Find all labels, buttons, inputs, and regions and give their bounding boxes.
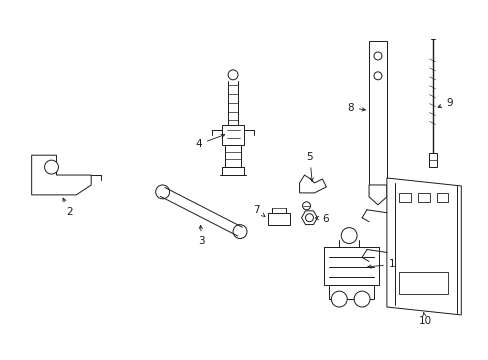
Polygon shape (386, 178, 460, 315)
Circle shape (302, 202, 310, 210)
Polygon shape (32, 155, 91, 195)
Text: 5: 5 (306, 152, 313, 181)
Text: 2: 2 (63, 198, 73, 217)
Bar (368, 41, 386, 185)
Polygon shape (328, 285, 373, 299)
Text: 10: 10 (418, 313, 431, 326)
Bar (222, 125, 244, 145)
Circle shape (331, 291, 346, 307)
Text: 7: 7 (252, 205, 264, 216)
Text: 1: 1 (367, 259, 395, 269)
Text: 4: 4 (195, 134, 224, 149)
Polygon shape (301, 211, 317, 225)
Circle shape (228, 70, 238, 80)
Circle shape (44, 160, 59, 174)
Circle shape (305, 214, 313, 222)
Bar (427, 153, 436, 167)
Polygon shape (368, 185, 386, 205)
Bar (436, 193, 447, 202)
Bar (224, 145, 241, 167)
Circle shape (353, 291, 369, 307)
Bar (267, 213, 289, 225)
Text: 8: 8 (346, 103, 365, 113)
Text: 9: 9 (437, 98, 452, 108)
Text: 6: 6 (315, 214, 328, 224)
Bar (398, 193, 410, 202)
Bar (324, 247, 378, 285)
Circle shape (155, 185, 169, 199)
Circle shape (373, 52, 381, 60)
Text: 3: 3 (198, 225, 204, 247)
Circle shape (373, 72, 381, 80)
Polygon shape (299, 175, 325, 193)
Circle shape (341, 228, 356, 243)
Circle shape (233, 225, 246, 239)
Bar (417, 193, 428, 202)
Bar (398, 272, 447, 294)
